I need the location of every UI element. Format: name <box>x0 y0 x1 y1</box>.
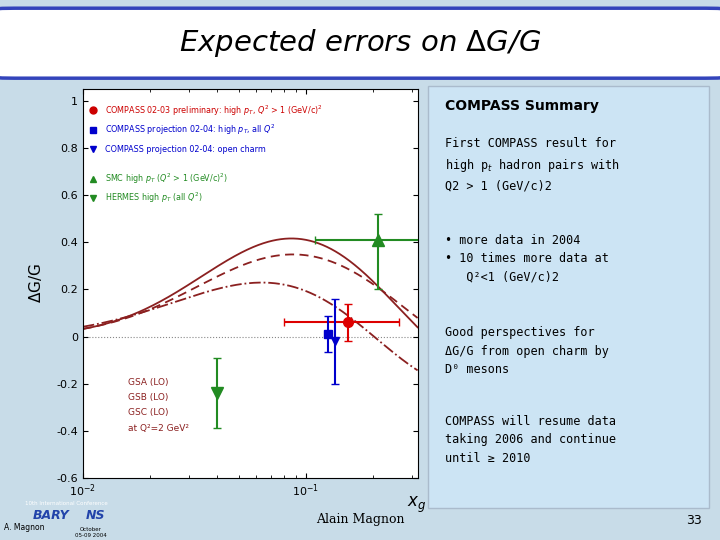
Text: Expected errors on $\Delta$G/G: Expected errors on $\Delta$G/G <box>179 27 541 59</box>
Text: GSB (LO): GSB (LO) <box>128 393 168 402</box>
Text: A. Magnon: A. Magnon <box>4 523 44 532</box>
Text: COMPASS will resume data
taking 2006 and continue
until ≥ 2010: COMPASS will resume data taking 2006 and… <box>445 415 616 465</box>
Text: First COMPASS result for
high p$_t$ hadron pairs with
Q2 > 1 (GeV/c)2: First COMPASS result for high p$_t$ hadr… <box>445 137 620 192</box>
Text: Alain Magnon: Alain Magnon <box>316 514 404 526</box>
Text: Good perspectives for
ΔG/G from open charm by
D⁰ mesons: Good perspectives for ΔG/G from open cha… <box>445 327 609 376</box>
Text: NS: NS <box>86 509 106 522</box>
Text: COMPASS Summary: COMPASS Summary <box>445 99 599 113</box>
Text: at Q²=2 GeV²: at Q²=2 GeV² <box>128 424 189 433</box>
Text: BARY: BARY <box>32 509 69 522</box>
FancyBboxPatch shape <box>0 8 720 78</box>
Text: COMPASS projection 02-04: high $p_T$, all $Q^2$: COMPASS projection 02-04: high $p_T$, al… <box>104 123 275 137</box>
Text: SMC high $p_T$ ($Q^2$ > 1 (GeV/c)$^2$): SMC high $p_T$ ($Q^2$ > 1 (GeV/c)$^2$) <box>104 171 228 186</box>
Text: HERMES high $p_T$ (all $Q^2$): HERMES high $p_T$ (all $Q^2$) <box>104 191 202 205</box>
Text: GSA (LO): GSA (LO) <box>128 378 169 387</box>
Text: • more data in 2004
• 10 times more data at
   Q²<1 (GeV/c)2: • more data in 2004 • 10 times more data… <box>445 234 609 284</box>
Text: GSC (LO): GSC (LO) <box>128 408 169 417</box>
Text: COMPASS projection 02-04: open charm: COMPASS projection 02-04: open charm <box>104 145 266 154</box>
Text: COMPASS 02-03 preliminary: high $p_T$, $Q^2$ > 1 (GeV/c)$^2$: COMPASS 02-03 preliminary: high $p_T$, $… <box>104 103 322 118</box>
Text: 10th International Conference: 10th International Conference <box>25 501 108 505</box>
Text: $x_g$: $x_g$ <box>407 495 426 515</box>
Text: 33: 33 <box>686 514 702 526</box>
FancyBboxPatch shape <box>428 86 709 508</box>
Text: October
05-09 2004: October 05-09 2004 <box>75 527 107 538</box>
Text: $\Delta$G/G: $\Delta$G/G <box>27 264 45 303</box>
